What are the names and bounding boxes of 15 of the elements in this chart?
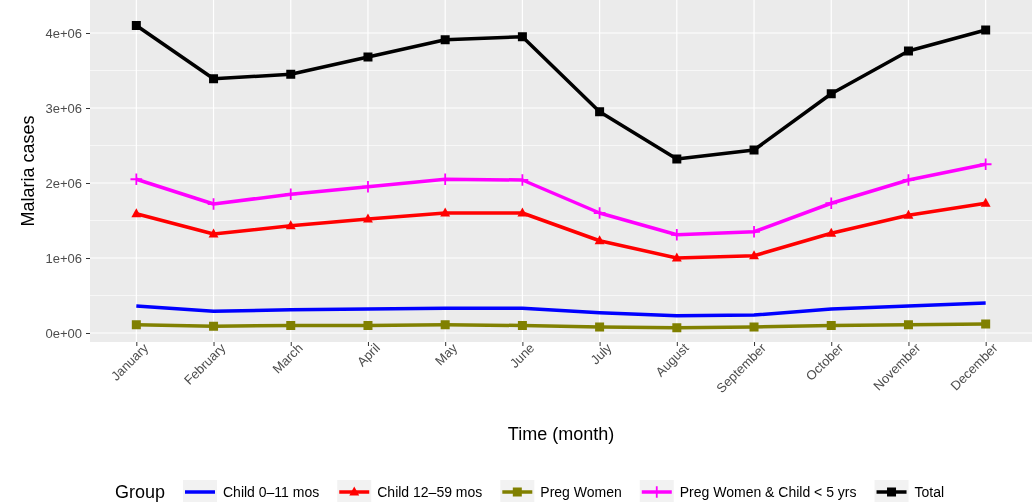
y-tick-label: 4e+06 bbox=[45, 25, 82, 41]
legend-title: Group bbox=[115, 482, 166, 502]
y-tick-label: 1e+06 bbox=[45, 250, 82, 266]
legend-label: Preg Women & Child < 5 yrs bbox=[679, 484, 857, 500]
legend-label: Preg Women bbox=[540, 484, 622, 500]
x-tick-label: July bbox=[587, 339, 615, 368]
legend-label: Child 12–59 mos bbox=[377, 484, 483, 500]
y-tick-label: 0e+00 bbox=[45, 325, 82, 341]
x-tick-label: May bbox=[432, 339, 461, 369]
y-axis-title: Malaria cases bbox=[18, 115, 38, 227]
y-tick-label: 3e+06 bbox=[45, 100, 82, 116]
y-tick-label: 2e+06 bbox=[45, 175, 82, 191]
legend-label: Child 0–11 mos bbox=[223, 484, 320, 500]
legend-label: Total bbox=[914, 484, 945, 500]
x-axis-title: Time (month) bbox=[507, 424, 615, 444]
